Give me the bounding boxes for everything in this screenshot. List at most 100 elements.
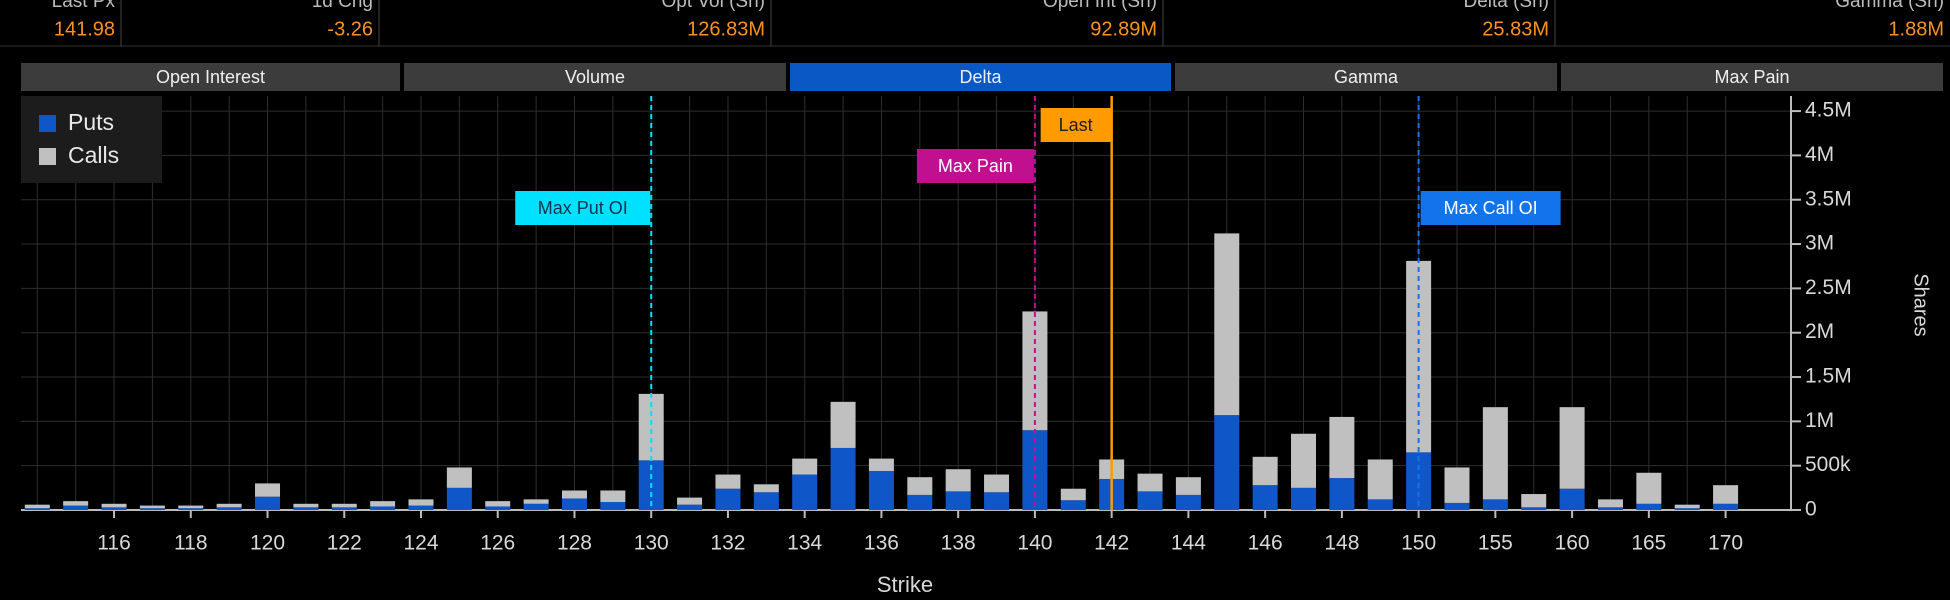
bar-segment	[408, 505, 434, 510]
bar-segment	[1636, 503, 1662, 510]
y-tick-label: 2.5M	[1805, 276, 1852, 299]
header-field-value: 141.98	[54, 18, 115, 40]
bar-segment	[255, 496, 281, 510]
bar-segment	[1636, 472, 1662, 504]
x-tick-label: 128	[557, 532, 592, 555]
bar-segment	[523, 499, 549, 504]
bar-segment	[945, 491, 971, 510]
bar-segment	[446, 467, 472, 488]
reference-label-box	[515, 191, 651, 225]
bar-segment	[216, 503, 242, 508]
x-tick-label: 170	[1708, 532, 1743, 555]
reference-label-box	[1040, 108, 1111, 142]
bar-segment	[907, 494, 933, 510]
bar-segment	[1252, 456, 1278, 486]
tab[interactable]	[21, 63, 400, 91]
x-tick-label: 130	[634, 532, 669, 555]
reference-label: Max Call OI	[1444, 198, 1538, 218]
y-tick-label: 3M	[1805, 232, 1834, 255]
bar-segment	[485, 506, 511, 510]
bar-segment	[24, 508, 50, 510]
tab-label[interactable]: Max Pain	[1714, 67, 1789, 87]
bar-segment	[1559, 488, 1585, 510]
bar-segment	[792, 458, 818, 475]
bar-segment	[1175, 477, 1201, 495]
bar-segment	[830, 401, 856, 448]
bar-segment	[1674, 504, 1700, 509]
y-tick-label: 1.5M	[1805, 365, 1852, 388]
bar-segment	[1521, 494, 1547, 508]
legend-box	[21, 96, 162, 183]
x-axis-title: Strike	[877, 572, 933, 597]
legend-label: Puts	[68, 109, 114, 135]
x-tick-label: 146	[1248, 532, 1283, 555]
bar-segment	[1291, 487, 1317, 510]
bar-segment	[1367, 499, 1393, 510]
header-field-label: Open Int (Sh)	[1043, 0, 1157, 12]
bar-segment	[331, 507, 357, 510]
bar-segment	[1214, 415, 1240, 510]
bar-segment	[1482, 499, 1508, 510]
bar-segment	[24, 504, 50, 509]
x-tick-label: 155	[1478, 532, 1513, 555]
legend-label: Calls	[68, 142, 119, 168]
y-axis-title: Shares	[1910, 273, 1932, 336]
tab-label[interactable]: Gamma	[1334, 67, 1399, 87]
bar-segment	[677, 504, 703, 510]
tab-label[interactable]: Open Interest	[156, 67, 265, 87]
bar-segment	[1713, 485, 1739, 504]
tab[interactable]	[404, 63, 786, 91]
tab[interactable]	[1561, 63, 1943, 91]
y-tick-label: 2M	[1805, 320, 1834, 343]
bar-segment	[715, 474, 741, 489]
bar-segment	[1406, 452, 1432, 510]
bar-segment	[1060, 488, 1086, 501]
y-tick-label: 3.5M	[1805, 187, 1852, 210]
bar-segment	[907, 477, 933, 495]
legend-swatch	[39, 115, 56, 132]
bar-segment	[216, 507, 242, 510]
y-tick-label: 1M	[1805, 409, 1834, 432]
bar-segment	[370, 506, 396, 510]
tab[interactable]	[1175, 63, 1557, 91]
legend-swatch	[39, 148, 56, 165]
tab-label[interactable]: Delta	[959, 67, 1002, 87]
x-tick-label: 142	[1094, 532, 1129, 555]
bar-segment	[1329, 478, 1355, 510]
bar-segment	[984, 492, 1010, 510]
x-tick-label: 132	[710, 532, 745, 555]
header-field-value: 25.83M	[1482, 18, 1549, 40]
bar-segment	[293, 507, 319, 510]
bar-segment	[408, 499, 434, 506]
header-field-value: 126.83M	[687, 18, 765, 40]
x-tick-label: 148	[1324, 532, 1359, 555]
y-tick-label: 4.5M	[1805, 99, 1852, 122]
x-tick-label: 134	[787, 532, 822, 555]
plot-area	[21, 96, 1791, 510]
tab-label[interactable]: Volume	[565, 67, 625, 87]
bar-segment	[1291, 433, 1317, 488]
header-field-value: -3.26	[327, 18, 373, 40]
bar-segment	[1252, 485, 1278, 510]
bar-segment	[446, 487, 472, 510]
bar-segment	[1444, 502, 1470, 510]
bar-segment	[293, 503, 319, 508]
header-field-value: 92.89M	[1090, 18, 1157, 40]
tab[interactable]	[790, 63, 1171, 91]
reference-label-box	[916, 149, 1034, 183]
reference-label: Max Put OI	[538, 198, 628, 218]
bar-segment	[830, 447, 856, 510]
bar-segment	[1060, 500, 1086, 510]
reference-label-box	[1420, 191, 1561, 225]
bar-segment	[1175, 494, 1201, 510]
bar-segment	[1329, 416, 1355, 479]
x-tick-label: 116	[97, 532, 130, 555]
x-tick-label: 124	[403, 532, 438, 555]
x-tick-label: 144	[1171, 532, 1206, 555]
bar-segment	[101, 503, 127, 508]
bar-segment	[331, 503, 357, 508]
bar-segment	[523, 503, 549, 510]
bar-segment	[945, 469, 971, 492]
y-tick-label: 4M	[1805, 143, 1834, 166]
